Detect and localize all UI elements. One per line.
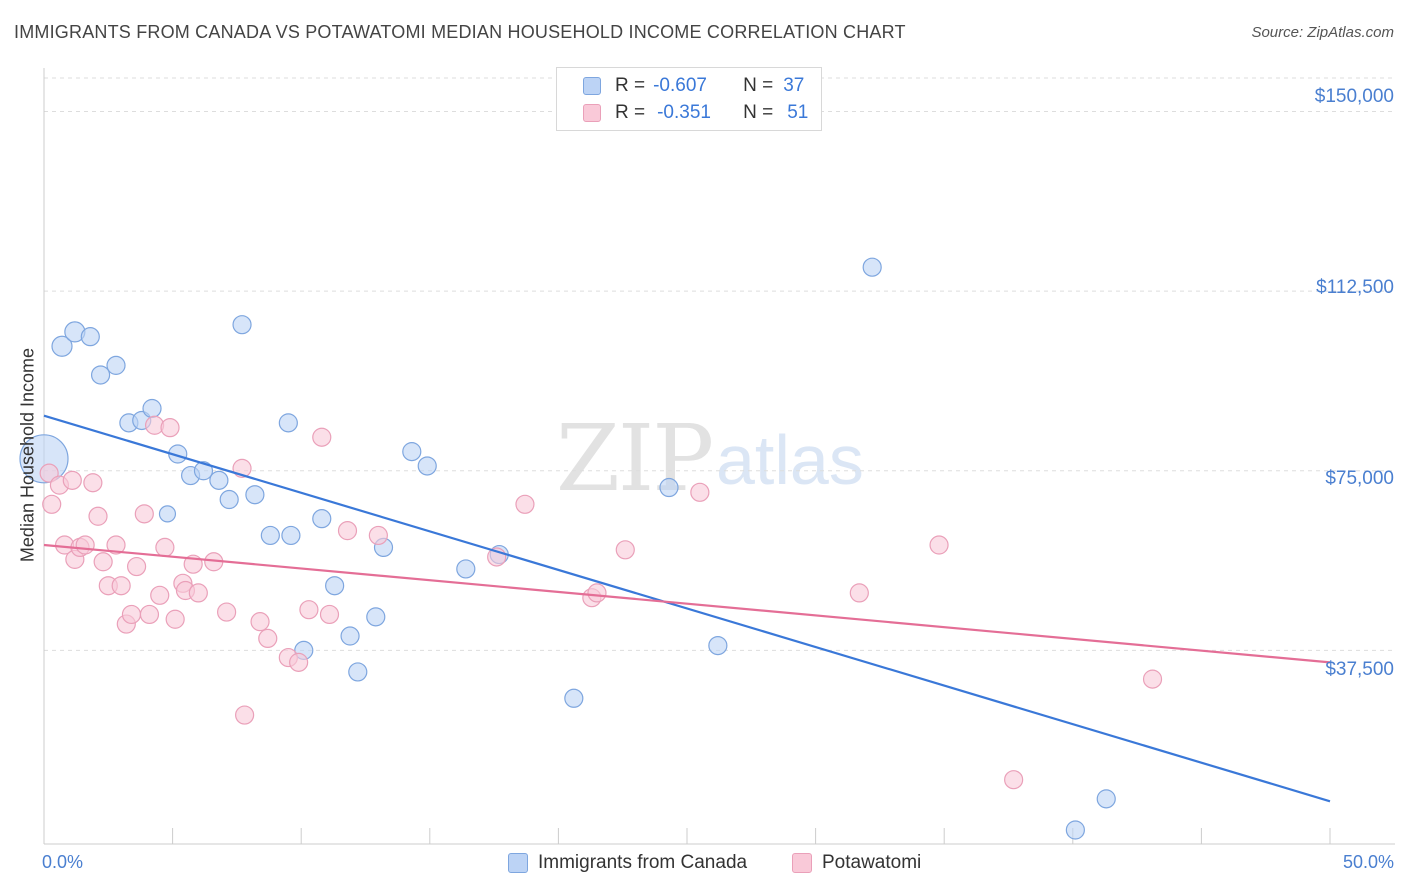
potawatomi-point	[111, 576, 131, 596]
legend-r-label: R =	[615, 75, 646, 96]
watermark-atlas: atlas	[716, 421, 864, 499]
canada-point	[219, 489, 239, 510]
canada-point	[417, 456, 437, 476]
canada-point	[348, 662, 368, 682]
canada-point	[708, 635, 728, 656]
canada-point	[564, 688, 584, 708]
canada-point	[245, 485, 265, 505]
legend-n-value: 51	[787, 102, 809, 123]
canada-point	[209, 470, 229, 490]
potawatomi-point	[319, 604, 340, 625]
potawatomi-point	[337, 521, 358, 541]
chart-source: Source: ZipAtlas.com	[1251, 24, 1394, 41]
legend-r-label: R =	[615, 102, 646, 123]
potawatomi-point	[83, 473, 103, 493]
potawatomi-point	[155, 537, 175, 558]
potawatomi-point	[289, 652, 309, 672]
potawatomi-point	[1004, 770, 1024, 790]
potawatomi-point	[368, 525, 388, 546]
legend-item-potawatomi[interactable]: Potawatomi	[792, 852, 921, 874]
canada-point	[158, 505, 177, 523]
legend-n-label: N =	[743, 102, 774, 123]
canada-point	[260, 525, 280, 546]
legend-swatch-pink	[792, 853, 812, 873]
legend-item-canada[interactable]: Immigrants from Canada	[508, 852, 747, 874]
potawatomi-point	[217, 602, 237, 622]
canada-point	[90, 365, 111, 385]
legend-swatch-blue	[583, 77, 601, 95]
potawatomi-point	[126, 556, 147, 577]
legend-n-value: 37	[783, 75, 805, 96]
canada-trendline	[43, 414, 1331, 803]
canada-point	[1065, 820, 1085, 840]
potawatomi-point	[615, 540, 635, 560]
potawatomi-point	[165, 609, 185, 629]
legend-row-canada: R = -0.607 N = 37	[583, 74, 804, 98]
correlation-legend: R = -0.607 N = 37 R = -0.351 N = 51	[556, 67, 822, 131]
legend-r-value: -0.351	[657, 102, 711, 123]
potawatomi-point	[139, 604, 160, 625]
canada-point	[193, 461, 214, 481]
canada-point	[80, 327, 100, 347]
potawatomi-point	[106, 535, 126, 555]
legend-series-label: Immigrants from Canada	[538, 852, 748, 873]
y-tick-label: $37,500	[1325, 659, 1394, 680]
potawatomi-point	[62, 470, 82, 490]
potawatomi-point	[121, 604, 142, 625]
canada-point	[325, 576, 345, 596]
legend-r-value: -0.607	[653, 75, 707, 96]
potawatomi-point	[299, 600, 319, 620]
potawatomi-point	[188, 583, 208, 603]
y-axis-label: Median Household Income	[17, 347, 38, 563]
potawatomi-point	[150, 585, 170, 605]
canada-point	[862, 257, 882, 277]
potawatomi-point	[134, 504, 154, 524]
canada-point	[278, 413, 298, 433]
potawatomi-point	[160, 418, 180, 438]
canada-point	[51, 335, 73, 357]
y-tick-label: $75,000	[1325, 468, 1394, 489]
legend-n-label: N =	[743, 75, 774, 96]
chart-title: IMMIGRANTS FROM CANADA VS POTAWATOMI MED…	[14, 22, 906, 42]
y-tick-label: $112,500	[1316, 277, 1394, 298]
potawatomi-point	[690, 482, 710, 502]
canada-point	[142, 398, 162, 419]
legend-row-potawatomi: R = -0.351 N = 51	[583, 101, 808, 125]
canada-point	[366, 607, 386, 627]
legend-swatch-blue	[508, 853, 528, 873]
watermark-zip: ZIP	[556, 405, 714, 512]
y-tick-label: $150,000	[1314, 86, 1394, 107]
series-legend: Immigrants from Canada Potawatomi	[0, 852, 1406, 878]
potawatomi-point	[250, 612, 270, 632]
potawatomi-point	[93, 552, 113, 572]
canada-point	[281, 525, 301, 546]
canada-point	[1096, 789, 1116, 809]
canada-point	[340, 626, 360, 646]
canada-point	[456, 559, 476, 579]
canada-point	[659, 477, 679, 498]
x-tick-label: 0.0%	[42, 852, 84, 872]
potawatomi-point	[312, 427, 332, 447]
potawatomi-point	[88, 506, 108, 526]
potawatomi-point	[258, 628, 278, 649]
potawatomi-point	[1142, 669, 1163, 689]
potawatomi-point	[587, 583, 607, 603]
legend-swatch-pink	[583, 104, 601, 122]
potawatomi-trendline	[43, 543, 1331, 664]
potawatomi-point	[929, 535, 949, 555]
potawatomi-point	[515, 494, 535, 514]
potawatomi-point	[235, 705, 255, 725]
potawatomi-point	[42, 494, 62, 514]
potawatomi-point	[75, 535, 95, 555]
x-tick-label: 50.0%	[1342, 852, 1394, 872]
canada-point	[232, 315, 252, 335]
canada-point	[402, 442, 422, 462]
legend-series-label: Potawatomi	[822, 852, 922, 873]
canada-point	[106, 355, 126, 375]
potawatomi-point	[849, 583, 869, 603]
canada-point	[312, 509, 332, 529]
